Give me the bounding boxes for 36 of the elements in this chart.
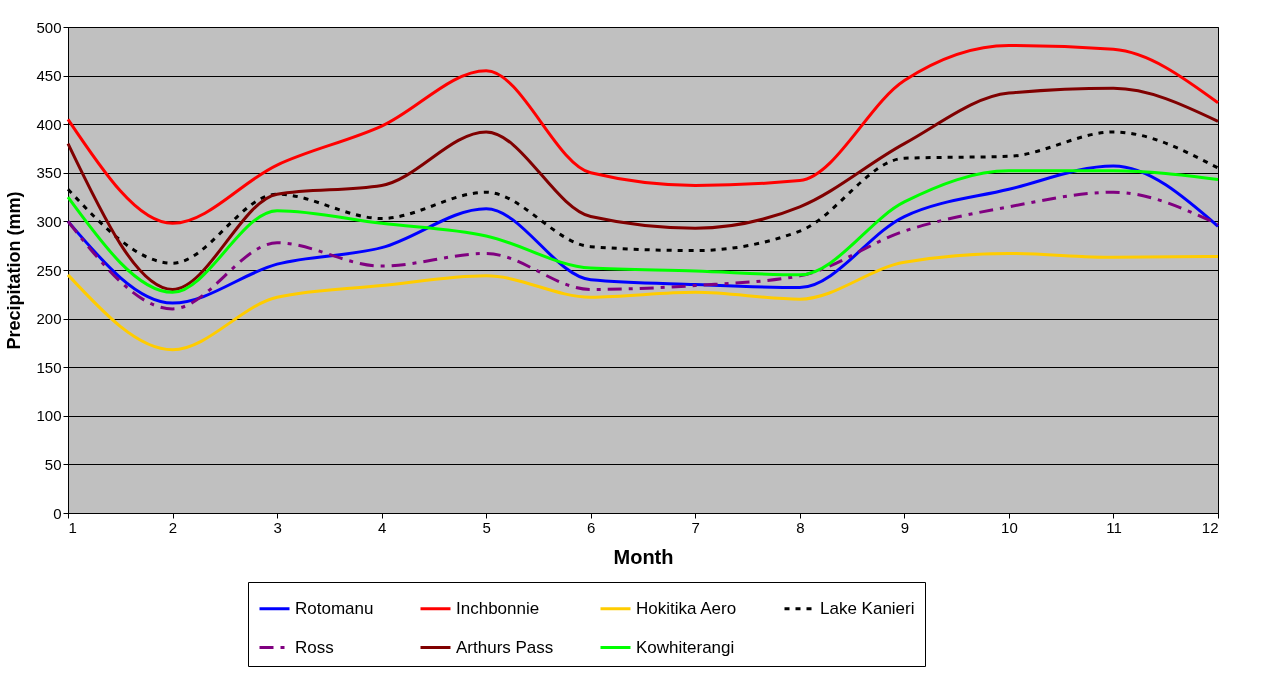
x-tick-label: 3 <box>273 518 282 536</box>
line-series <box>66 43 1220 225</box>
y-tick-label: 450 <box>36 67 62 85</box>
legend-label: Rotomanu <box>295 598 374 618</box>
x-tick-label: 6 <box>587 518 596 536</box>
legend-label: Arthurs Pass <box>456 637 554 657</box>
y-tick-label: 500 <box>36 18 62 36</box>
line-series <box>66 190 1220 311</box>
x-tick-label: 8 <box>796 518 805 536</box>
x-tick-label: 9 <box>900 518 910 536</box>
legend-label: Ross <box>295 637 334 657</box>
x-tick-label: 1 <box>68 518 77 536</box>
legend-label: Inchbonnie <box>456 598 540 618</box>
x-tick-label: 11 <box>1106 518 1122 536</box>
y-tick-label: 50 <box>44 455 62 473</box>
x-tick-label: 4 <box>377 518 387 536</box>
line-series <box>66 86 1220 291</box>
legend-label: Lake Kanieri <box>820 598 915 618</box>
x-tick-label: 2 <box>168 518 178 536</box>
y-tick-label: 350 <box>36 164 62 182</box>
x-tick-label: 5 <box>482 518 491 536</box>
y-tick-label: 300 <box>36 212 62 230</box>
y-tick-label: 400 <box>36 115 62 133</box>
x-tick-label: 7 <box>691 518 700 536</box>
line-series <box>66 251 1220 352</box>
y-tick-label: 250 <box>36 261 62 279</box>
x-axis-title: Month <box>613 545 674 568</box>
y-axis-title: Precipitation (mm) <box>4 191 25 350</box>
x-tick-label: 10 <box>1001 518 1018 536</box>
x-tick-label: 12 <box>1201 518 1219 536</box>
y-tick-label: 100 <box>36 407 62 425</box>
y-tick-label: 150 <box>36 358 62 376</box>
y-tick-label: 0 <box>53 504 62 522</box>
y-tick-label: 200 <box>36 310 62 328</box>
legend-label: Kowhiterangi <box>636 637 735 657</box>
legend-label: Hokitika Aero <box>636 598 737 618</box>
